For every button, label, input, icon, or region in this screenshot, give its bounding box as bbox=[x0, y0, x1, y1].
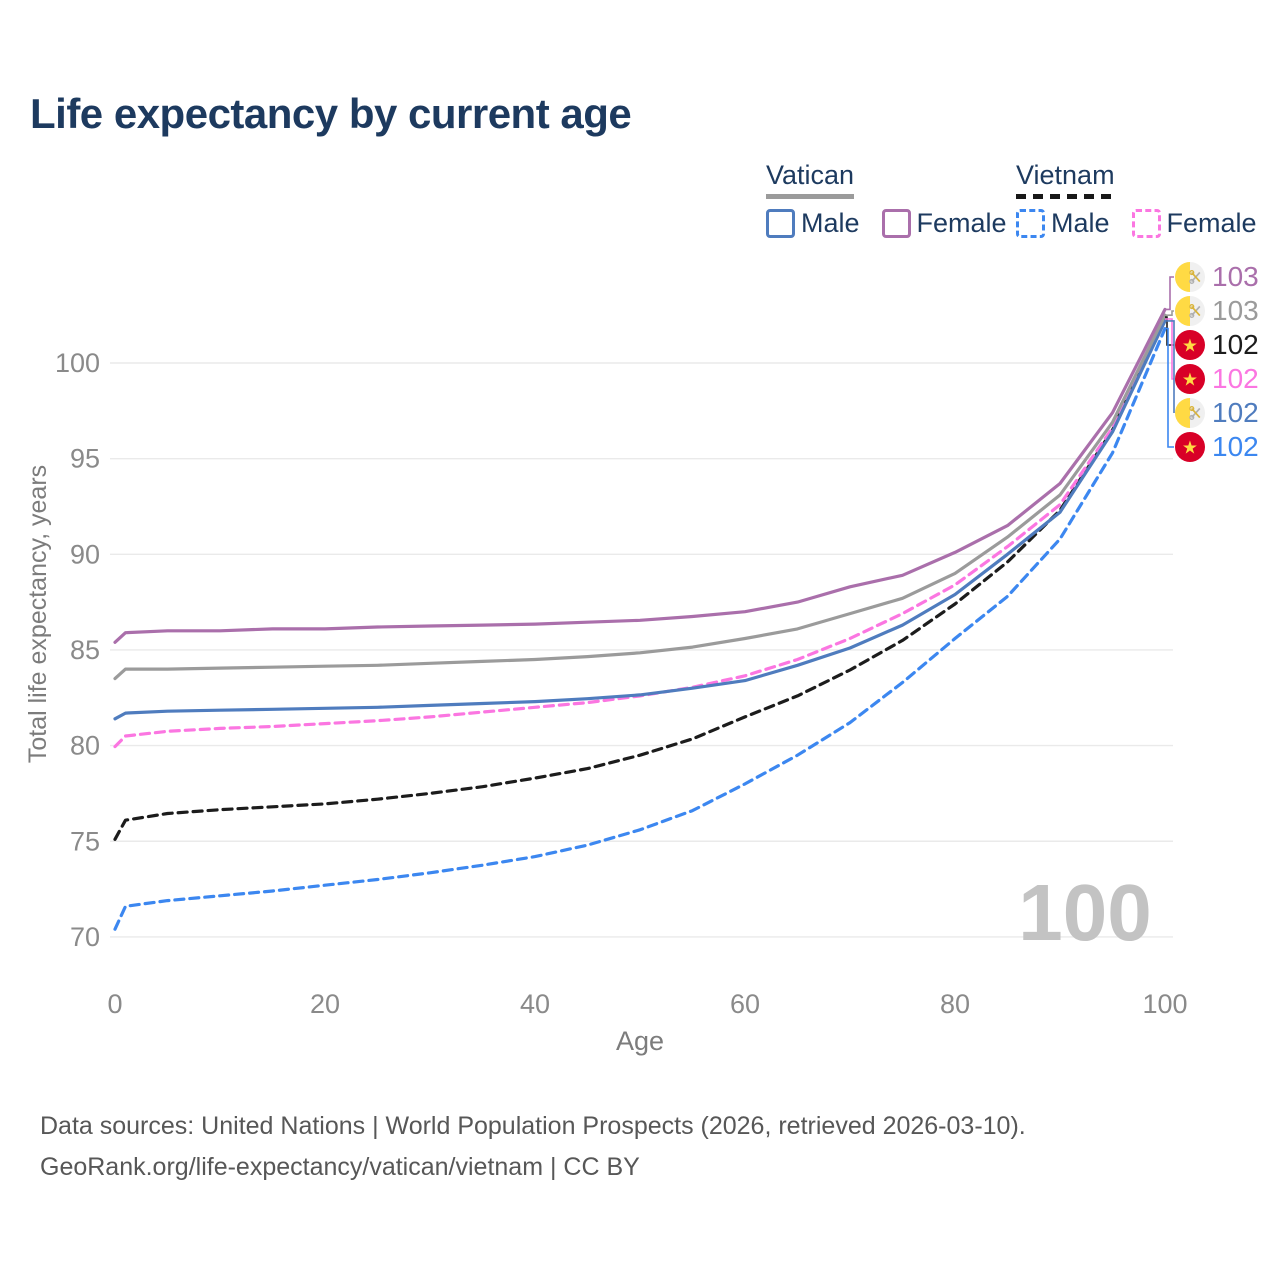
endpoint-label-row: 103 bbox=[1175, 294, 1259, 328]
legend-header-label: Vatican bbox=[766, 160, 855, 190]
series-line-vietnam-male bbox=[113, 327, 1167, 931]
legend-items: Male Female bbox=[766, 208, 1007, 239]
leader-line-vatican-female bbox=[1165, 276, 1174, 311]
y-tick-label: 85 bbox=[70, 635, 100, 665]
footer-data-sources: Data sources: United Nations | World Pop… bbox=[40, 1112, 1026, 1140]
legend-item-vietnam-male[interactable]: Male bbox=[1016, 208, 1110, 239]
legend-group-vatican: Vatican Male Female bbox=[766, 160, 1007, 239]
legend-underline-solid bbox=[766, 194, 855, 199]
y-tick-label: 90 bbox=[70, 539, 100, 569]
leader-lines bbox=[1165, 276, 1175, 448]
endpoint-value: 102 bbox=[1212, 397, 1259, 428]
grid-layer: 70 75 80 85 90 95 100 0 20 40 60 80 100 bbox=[55, 348, 1188, 1019]
vietnam-flag-icon: ★ bbox=[1175, 432, 1205, 462]
endpoint-value: 103 bbox=[1212, 261, 1259, 292]
legend-item-vatican-female[interactable]: Female bbox=[881, 208, 1007, 239]
leader-line-vietnam-both-sexes bbox=[1165, 316, 1174, 346]
watermark-age-100: 100 bbox=[1018, 868, 1151, 957]
vatican-flag-icon bbox=[1175, 398, 1205, 428]
leader-line-vietnam-female bbox=[1165, 318, 1174, 380]
legend-item-vatican-male[interactable]: Male bbox=[766, 208, 860, 239]
page-title: Life expectancy by current age bbox=[30, 90, 632, 137]
x-tick-label: 0 bbox=[107, 989, 122, 1019]
legend-items: Male Female bbox=[1016, 208, 1257, 239]
endpoint-label-row: 102 bbox=[1175, 396, 1259, 430]
legend-header-vatican[interactable]: Vatican bbox=[766, 160, 855, 199]
y-tick-label: 80 bbox=[70, 731, 100, 761]
legend-header-label: Vietnam bbox=[1016, 160, 1115, 190]
endpoint-value: 103 bbox=[1212, 295, 1259, 326]
svg-text:★: ★ bbox=[1182, 370, 1198, 391]
series-line-vietnam-both-sexes bbox=[113, 315, 1167, 841]
legend-item-vietnam-female[interactable]: Female bbox=[1131, 208, 1257, 239]
leader-line-vatican-male bbox=[1165, 320, 1175, 413]
endpoint-labels: 103 103 ★ 102 ★ 102 102 ★ 102 bbox=[1175, 260, 1259, 464]
x-tick-label: 60 bbox=[730, 989, 760, 1019]
vietnam-flag-icon: ★ bbox=[1175, 330, 1205, 360]
footer-attribution: GeoRank.org/life-expectancy/vatican/viet… bbox=[40, 1153, 640, 1181]
vatican-flag-icon bbox=[1175, 262, 1205, 292]
series-line-vatican-male bbox=[113, 319, 1167, 721]
y-axis-title: Total life expectancy, years bbox=[24, 465, 52, 763]
svg-text:★: ★ bbox=[1182, 336, 1198, 357]
vatican-flag-icon bbox=[1175, 296, 1205, 326]
y-tick-label: 75 bbox=[70, 826, 100, 856]
x-tick-label: 20 bbox=[310, 989, 340, 1019]
x-tick-label: 100 bbox=[1142, 989, 1187, 1019]
x-tick-label: 40 bbox=[520, 989, 550, 1019]
series-line-vatican-both-sexes bbox=[113, 313, 1167, 681]
legend-header-vietnam[interactable]: Vietnam bbox=[1016, 160, 1115, 199]
endpoint-value: 102 bbox=[1212, 329, 1259, 360]
endpoint-label-row: ★ 102 bbox=[1175, 362, 1259, 396]
swatch-vietnam-female[interactable] bbox=[1131, 209, 1161, 238]
leader-line-vietnam-male bbox=[1165, 327, 1174, 448]
y-tick-label: 70 bbox=[70, 922, 100, 952]
legend-item-label: Male bbox=[801, 208, 860, 238]
y-tick-label: 95 bbox=[70, 444, 100, 474]
x-axis-title: Age bbox=[616, 1026, 664, 1056]
legend-group-vietnam: Vietnam Male Female bbox=[1016, 160, 1257, 239]
footer: Data sources: United Nations | World Pop… bbox=[40, 1106, 1026, 1188]
svg-text:★: ★ bbox=[1182, 438, 1198, 459]
endpoint-label-row: 103 bbox=[1175, 260, 1259, 294]
swatch-vatican-female[interactable] bbox=[881, 209, 911, 238]
swatch-vietnam-male[interactable] bbox=[1016, 209, 1045, 238]
leader-line-vatican-both-sexes bbox=[1165, 310, 1174, 317]
y-tick-label: 100 bbox=[55, 348, 100, 378]
legend-item-label: Female bbox=[1166, 208, 1257, 238]
vietnam-flag-icon: ★ bbox=[1175, 364, 1205, 394]
x-tick-label: 80 bbox=[940, 989, 970, 1019]
series-line-vatican-female bbox=[113, 307, 1167, 644]
endpoint-value: 102 bbox=[1212, 363, 1259, 394]
legend-item-label: Male bbox=[1051, 208, 1110, 238]
legend-item-label: Female bbox=[916, 208, 1007, 238]
series-line-vietnam-female bbox=[113, 317, 1167, 749]
series-layer bbox=[113, 307, 1167, 931]
legend-underline-dashed bbox=[1016, 194, 1115, 199]
endpoint-value: 102 bbox=[1212, 431, 1259, 462]
swatch-vatican-male[interactable] bbox=[766, 209, 795, 238]
endpoint-label-row: ★ 102 bbox=[1175, 430, 1259, 464]
endpoint-label-row: ★ 102 bbox=[1175, 328, 1259, 362]
